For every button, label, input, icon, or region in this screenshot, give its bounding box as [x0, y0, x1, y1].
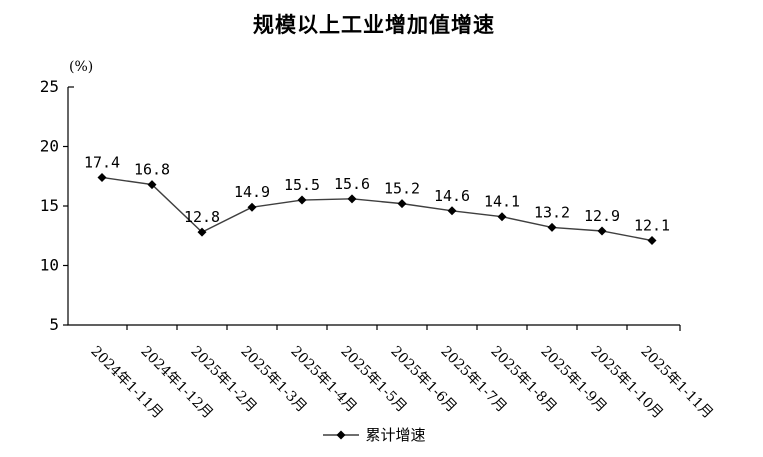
legend: 累计增速 — [68, 424, 680, 445]
data-point-marker — [497, 212, 507, 222]
data-point-label: 16.8 — [134, 161, 170, 179]
chart-title: 规模以上工业增加值增速 — [253, 12, 495, 37]
series-line — [101, 176, 653, 242]
data-point-label: 12.9 — [584, 207, 620, 225]
data-point-label: 14.6 — [434, 187, 470, 205]
data-point-marker — [347, 194, 357, 204]
data-point-marker — [597, 226, 607, 236]
data-point-label: 13.2 — [534, 203, 570, 221]
y-axis-tick-label: 10 — [40, 256, 59, 275]
data-point-marker — [197, 227, 207, 237]
data-point-label: 12.1 — [634, 217, 670, 235]
data-point-marker — [147, 180, 157, 190]
legend-series-label: 累计增速 — [365, 426, 426, 444]
data-point-marker — [647, 236, 657, 246]
y-axis-unit-label: (%) — [69, 59, 94, 75]
data-point-label: 17.4 — [84, 153, 120, 171]
data-point-label: 15.6 — [334, 175, 370, 193]
y-axis-tick-label: 20 — [40, 137, 59, 156]
data-point-marker — [97, 172, 107, 182]
data-point-marker — [447, 206, 457, 216]
data-point-marker — [397, 199, 407, 209]
y-axis-tick-label: 15 — [40, 196, 59, 215]
data-point-marker — [247, 202, 257, 212]
y-axis-tick-label: 5 — [49, 315, 59, 334]
data-point-label: 14.9 — [234, 183, 270, 201]
y-axis-tick-label: 25 — [40, 77, 59, 96]
data-point-label: 12.8 — [184, 208, 220, 226]
data-point-label: 15.5 — [284, 176, 320, 194]
data-point-label: 14.1 — [484, 193, 520, 211]
data-point-label: 15.2 — [384, 180, 420, 198]
legend-line-marker-icon — [323, 430, 360, 439]
data-point-marker — [547, 222, 557, 232]
data-point-marker — [297, 195, 307, 205]
